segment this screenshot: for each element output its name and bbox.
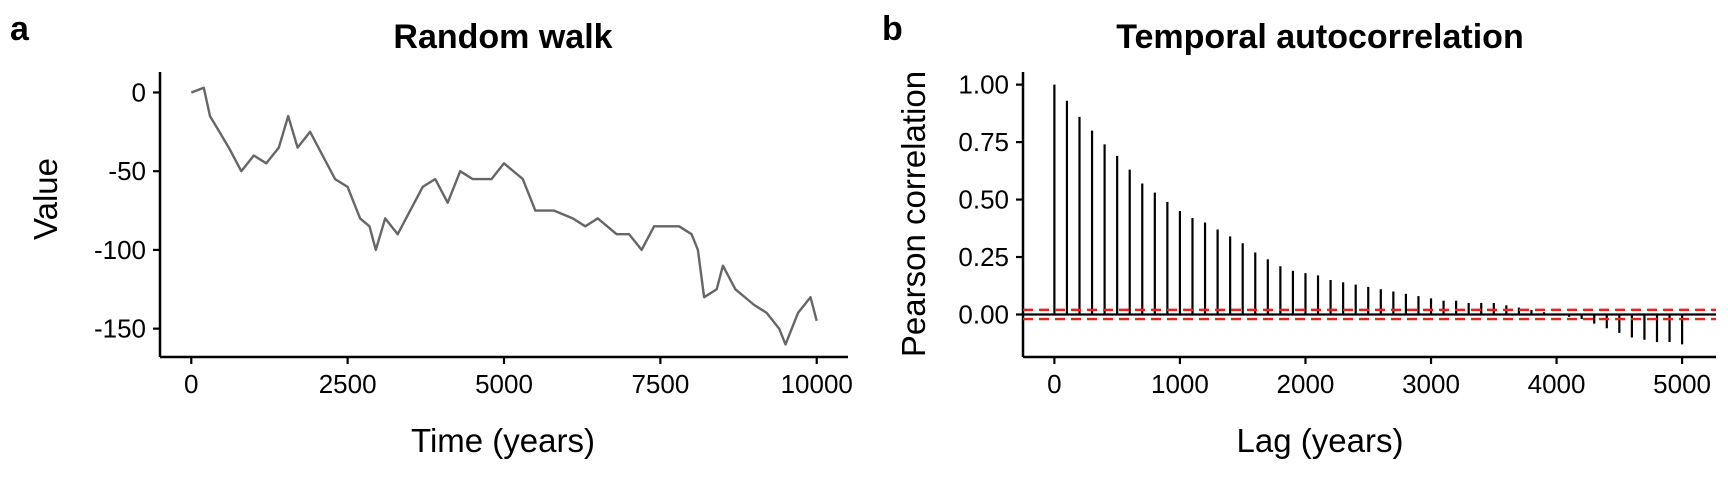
panel-a-y-tick-label: -100: [94, 235, 146, 265]
panel-a-x-tick-label: 5000: [475, 369, 533, 399]
panel-b-y-tick-label: 0.75: [958, 127, 1009, 157]
panel-a-title: Random walk: [393, 18, 612, 56]
panel-a-plot-area: 0 2500 5000 7500 10000 0 -50 -100 -150: [94, 72, 853, 399]
panel-b-title: Temporal autocorrelation: [1116, 18, 1523, 56]
panel-a-series-line: [190, 86, 818, 346]
panel-a-y-tick-label: -150: [94, 314, 146, 344]
panel-b-y-tick-label: 0.25: [958, 242, 1009, 272]
panel-b-letter: b: [882, 10, 903, 48]
panel-b-y-tick-label: 1.00: [958, 70, 1009, 100]
panel-a-y-tick-label: 0: [132, 77, 146, 107]
panel-a-x-axis-title: Time (years): [411, 422, 595, 459]
panel-b-x-tick-label: 3000: [1402, 369, 1460, 399]
panel-b-x-tick-label: 1000: [1151, 369, 1209, 399]
panel-b-y-tick-label: 0.50: [958, 185, 1009, 215]
panel-b-x-tick-label: 2000: [1277, 369, 1335, 399]
panel-b: b Temporal autocorrelation Lag (years) P…: [882, 10, 1716, 459]
panel-b-x-tick-label: 0: [1047, 369, 1061, 399]
panel-a-y-tick-label: -50: [108, 156, 146, 186]
panel-b-y-axis-title: Pearson correlation: [895, 71, 932, 357]
panel-b-x-axis-title: Lag (years): [1237, 422, 1404, 459]
panel-a-letter: a: [10, 10, 30, 48]
panel-b-x-tick-label: 4000: [1528, 369, 1586, 399]
panel-b-plot-area: 0 1000 2000 3000 4000 5000 1.00 0.75 0.50 0.25 0.0…: [958, 70, 1716, 399]
panel-a-x-tick-label: 2500: [319, 369, 377, 399]
panel-a-x-tick-label: 10000: [781, 369, 853, 399]
panel-a-y-axis-title: Value: [27, 158, 64, 240]
panel-a-x-tick-label: 0: [184, 369, 198, 399]
panel-b-x-tick-label: 5000: [1653, 369, 1711, 399]
panel-b-y-tick-label: 0.00: [958, 299, 1009, 329]
panel-a: a Random walk Time (years) Value 0 2500 50…: [10, 10, 853, 459]
panel-a-x-tick-label: 7500: [631, 369, 689, 399]
